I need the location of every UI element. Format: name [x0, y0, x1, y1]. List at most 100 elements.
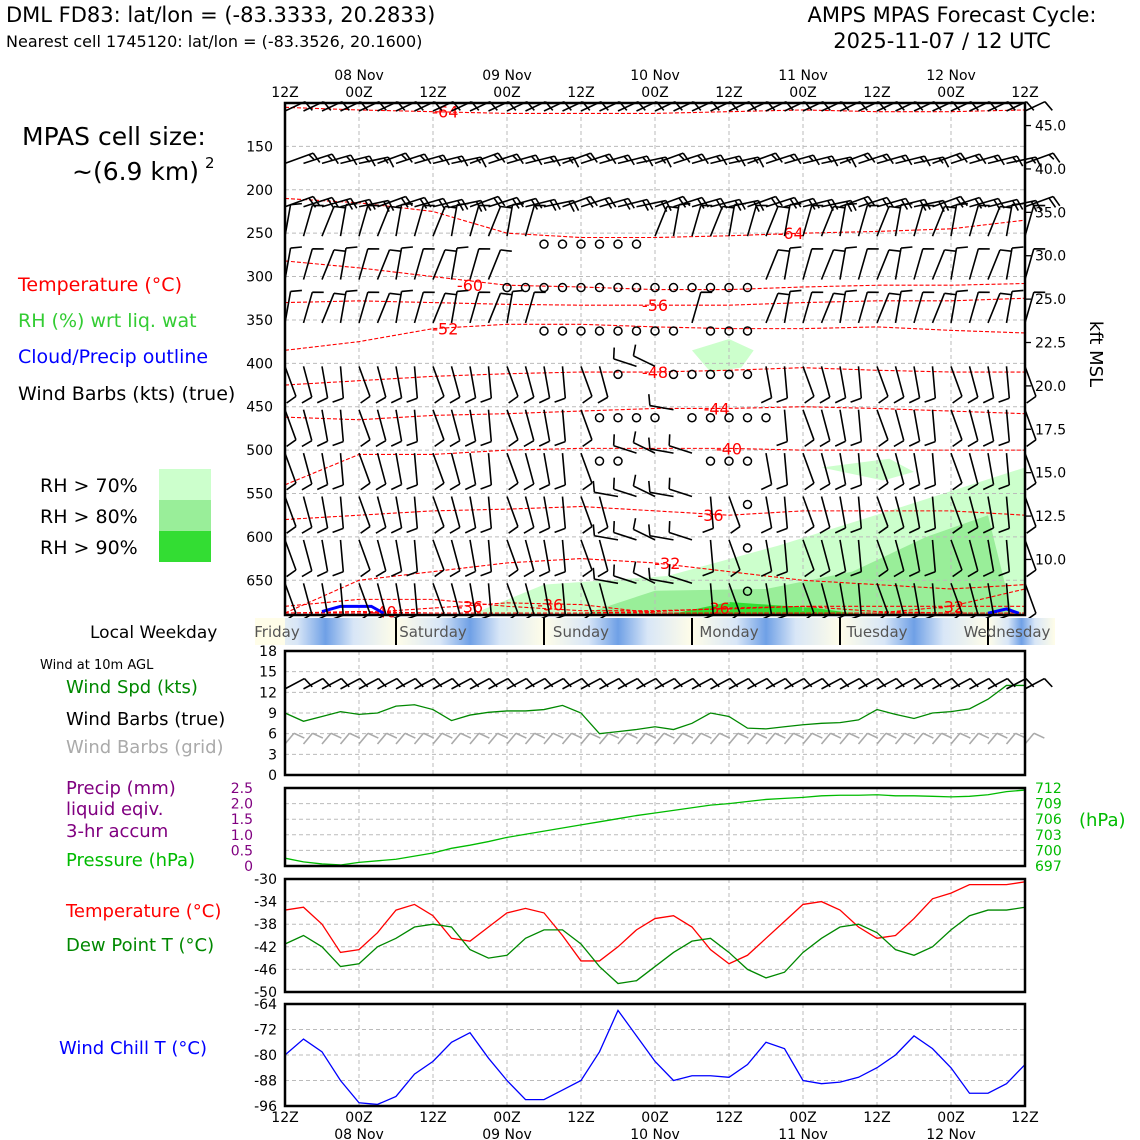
kft-tick-label: 17.5	[1035, 422, 1066, 438]
wind-barb-10m	[1024, 677, 1053, 690]
pressure-tick-label: 200	[246, 183, 273, 199]
wind-barb	[632, 431, 656, 454]
bottom-hour-label: 00Z	[493, 1110, 520, 1126]
top-date-label: 10 Nov	[630, 68, 680, 84]
top-hour-label: 12Z	[271, 85, 298, 101]
wind-barb-10m	[839, 677, 868, 690]
kft-tick-label: 15.0	[1035, 466, 1066, 482]
wind-barb-grid	[765, 732, 786, 745]
weekday-strip: Friday Saturday Sunday Monday Tuesday Wednesd…	[254, 618, 1055, 645]
wind-barb-10m	[673, 677, 702, 690]
weekday-band	[544, 618, 692, 645]
wind-barb-10m	[895, 677, 924, 690]
wind-barb-grid	[857, 732, 879, 745]
panel-frame	[283, 786, 1027, 868]
wind-barb	[375, 539, 387, 578]
wind-barb	[339, 289, 358, 324]
wind-barb-10m	[858, 677, 887, 690]
wind-barb	[894, 202, 913, 237]
calm-circle	[687, 369, 697, 380]
wind-barb	[464, 496, 477, 534]
wind-barb	[554, 496, 567, 534]
wind-barb	[612, 521, 637, 541]
wind-barb-grid	[728, 732, 749, 745]
calm-circle	[613, 239, 623, 249]
calm-circle	[705, 326, 716, 336]
calm-circle	[613, 412, 623, 423]
wind-barb	[301, 452, 313, 491]
pressure-tick-label: 450	[246, 400, 273, 416]
wind-barb	[632, 561, 656, 585]
wind-barb	[464, 409, 477, 447]
wind-barb	[358, 366, 371, 404]
wind-barb	[819, 409, 831, 448]
wind-barb	[776, 496, 789, 534]
weekday-band	[255, 618, 285, 645]
wind-barb	[358, 204, 380, 237]
wind-barb	[834, 539, 847, 578]
temperature-contour	[284, 610, 1025, 614]
wind-barb	[523, 366, 535, 404]
wind-barb	[950, 289, 968, 324]
contour-label: -40	[716, 439, 742, 458]
wind-barb	[612, 564, 637, 585]
temperature-contour	[284, 367, 1025, 386]
wind-barb-grid	[746, 732, 768, 745]
weekday-band	[840, 618, 988, 645]
panel-frame	[283, 649, 1027, 777]
wind-barb	[783, 289, 802, 324]
wind-barb	[432, 205, 457, 237]
legend-dewpoint: Dew Point T (°C)	[66, 935, 214, 956]
wind-barb	[554, 539, 567, 577]
wind-barb	[316, 409, 329, 447]
wind-barb-grid	[561, 732, 583, 745]
wind-barb	[480, 453, 493, 490]
legend-barbs: Wind Barbs (kts) (true)	[18, 383, 235, 405]
wind-barb	[968, 247, 990, 280]
wind-barb	[913, 247, 935, 280]
contour-label: -36	[457, 597, 483, 616]
wind-barb	[819, 539, 831, 578]
wind-barb	[580, 452, 593, 491]
wind-barb	[321, 249, 346, 280]
top-date-label: 08 Nov	[334, 68, 384, 84]
wind-barb	[802, 204, 824, 237]
wind-barb	[765, 292, 790, 324]
wind-barb	[395, 202, 413, 237]
wind-barb	[464, 539, 477, 578]
legend-temperature: Temperature (°C)	[17, 274, 182, 296]
wind-barb	[506, 366, 519, 404]
wind-barb-10m	[451, 677, 480, 690]
y-tick-label: 0	[268, 768, 277, 784]
wind-barb	[709, 205, 734, 237]
wind-barb	[950, 539, 963, 578]
calm-circle	[724, 456, 734, 466]
wind-barb	[648, 567, 674, 585]
wind-barb	[464, 366, 477, 404]
wind-barb	[850, 366, 863, 403]
y-tick-label: -72	[254, 1023, 277, 1039]
wind-barb	[691, 204, 713, 237]
wind-barb	[876, 249, 901, 280]
wind-barb	[413, 247, 435, 280]
bottom-date-label: 11 Nov	[778, 1127, 828, 1140]
wind-barb	[358, 496, 371, 534]
wind-barb	[839, 202, 857, 237]
wind-barb	[538, 539, 551, 578]
wind-barb	[612, 477, 637, 498]
wind-barb	[562, 152, 598, 165]
wind-barb-grid	[876, 732, 897, 745]
y-tick-label: -88	[254, 1074, 277, 1090]
wind-barb	[998, 409, 1011, 447]
wind10m-label: Wind at 10m AGL	[40, 658, 154, 673]
wind-barb	[998, 496, 1011, 534]
wind-barb-grid	[395, 732, 416, 745]
wind-barb	[487, 292, 512, 324]
wind-barb-10m	[432, 677, 461, 690]
wind-barb	[480, 539, 493, 577]
calm-circle	[742, 282, 753, 293]
wind-barb-grid	[839, 732, 860, 745]
wind-barb-grid	[469, 732, 490, 745]
contour-label: -48	[642, 363, 668, 382]
